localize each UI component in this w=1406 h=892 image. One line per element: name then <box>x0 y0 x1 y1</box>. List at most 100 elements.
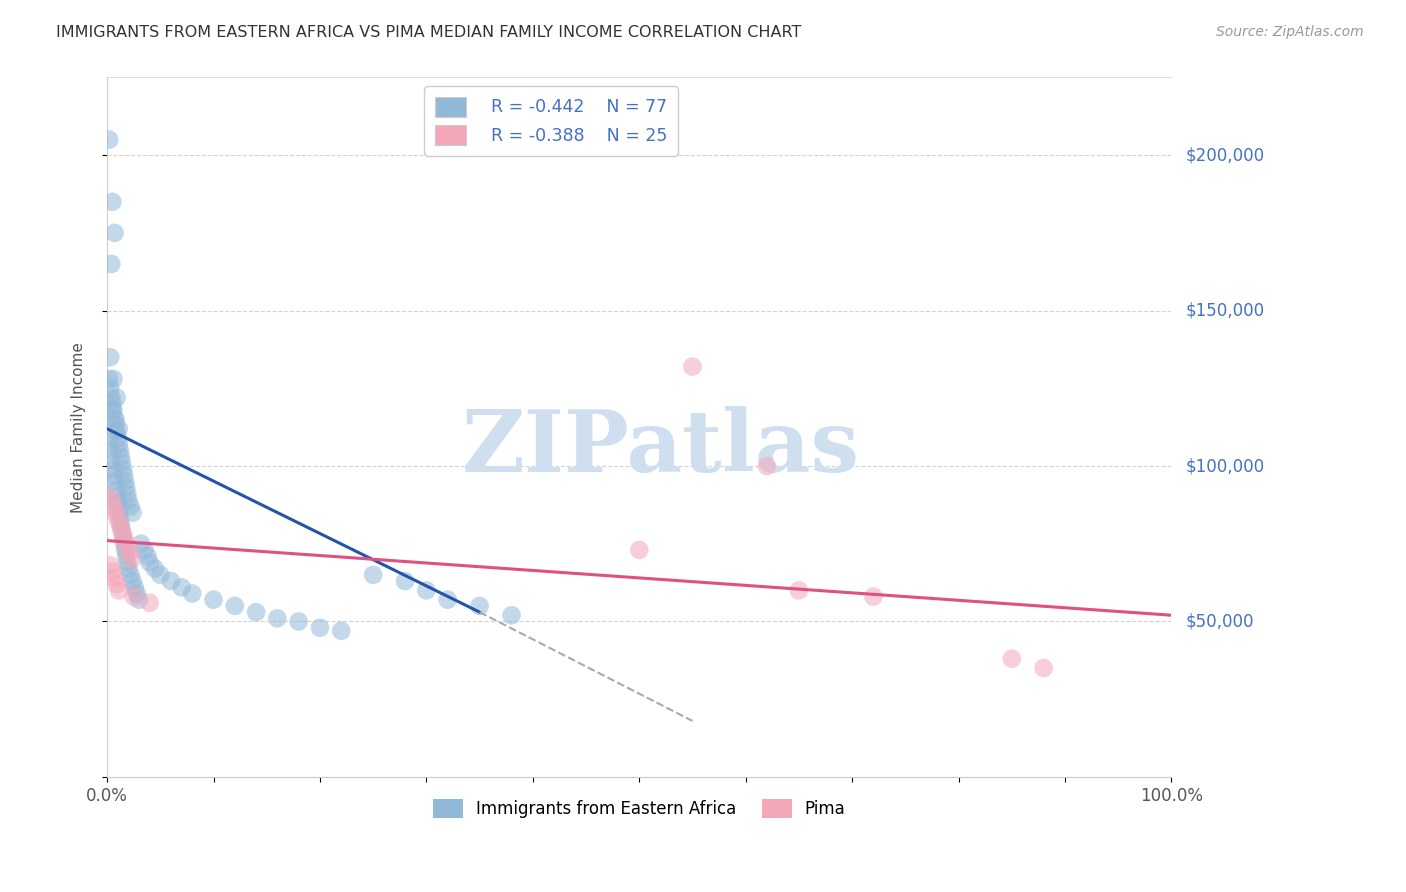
Point <box>415 583 437 598</box>
Point <box>138 555 160 569</box>
Point <box>107 583 129 598</box>
Point <box>468 599 491 613</box>
Point <box>101 397 124 411</box>
Point <box>107 515 129 529</box>
Point <box>98 372 121 386</box>
Text: $150,000: $150,000 <box>1185 301 1264 319</box>
Point <box>103 475 125 489</box>
Point <box>309 621 332 635</box>
Point <box>98 434 121 449</box>
Point <box>100 391 122 405</box>
Point <box>110 518 132 533</box>
Point <box>120 567 142 582</box>
Point <box>436 592 458 607</box>
Point <box>114 533 136 548</box>
Point <box>112 527 135 541</box>
Point <box>112 531 135 545</box>
Point <box>245 605 267 619</box>
Point <box>143 561 166 575</box>
Point <box>628 543 651 558</box>
Point <box>160 574 183 588</box>
Point <box>117 487 139 501</box>
Point <box>105 508 128 523</box>
Point <box>121 506 143 520</box>
Point <box>105 577 128 591</box>
Point <box>117 555 139 569</box>
Point <box>98 350 121 364</box>
Point <box>125 586 148 600</box>
Y-axis label: Median Family Income: Median Family Income <box>72 342 86 513</box>
Point <box>122 590 145 604</box>
Point <box>100 452 122 467</box>
Point <box>105 425 128 439</box>
Point <box>128 592 150 607</box>
Point <box>104 483 127 498</box>
Point <box>114 475 136 489</box>
Point <box>101 194 124 209</box>
Point <box>103 372 125 386</box>
Point <box>100 257 122 271</box>
Point <box>103 468 125 483</box>
Point <box>105 391 128 405</box>
Point <box>118 546 141 560</box>
Point <box>98 490 121 504</box>
Point <box>394 574 416 588</box>
Point <box>98 443 121 458</box>
Point <box>121 552 143 566</box>
Point <box>105 490 128 504</box>
Legend: Immigrants from Eastern Africa, Pima: Immigrants from Eastern Africa, Pima <box>426 792 852 824</box>
Point <box>224 599 246 613</box>
Point <box>115 549 138 563</box>
Point <box>110 450 132 464</box>
Point <box>361 567 384 582</box>
Point <box>103 571 125 585</box>
Point <box>107 437 129 451</box>
Point <box>170 580 193 594</box>
Point <box>202 592 225 607</box>
Point <box>682 359 704 374</box>
Point <box>104 412 127 426</box>
Point <box>107 431 129 445</box>
Point <box>862 590 884 604</box>
Point <box>107 496 129 510</box>
Text: ZIPatlas: ZIPatlas <box>461 406 859 490</box>
Point <box>120 500 142 514</box>
Point <box>181 586 204 600</box>
Point <box>103 403 125 417</box>
Point <box>98 133 121 147</box>
Point <box>103 226 125 240</box>
Point <box>121 574 143 588</box>
Point <box>103 502 125 516</box>
Point <box>111 456 134 470</box>
Point <box>101 496 124 510</box>
Point <box>107 422 129 436</box>
Point <box>108 512 131 526</box>
Point <box>112 468 135 483</box>
Text: $100,000: $100,000 <box>1185 457 1264 475</box>
Point <box>756 458 779 473</box>
Point <box>114 543 136 558</box>
Point <box>501 608 523 623</box>
Point <box>330 624 353 638</box>
Point <box>107 506 129 520</box>
Point <box>103 412 125 426</box>
Point <box>134 543 156 558</box>
Point <box>115 481 138 495</box>
Point <box>111 524 134 539</box>
Point <box>787 583 810 598</box>
Point <box>149 567 172 582</box>
Point <box>129 537 152 551</box>
Point <box>101 565 124 579</box>
Point <box>117 540 139 554</box>
Point <box>287 615 309 629</box>
Point <box>101 462 124 476</box>
Point <box>98 558 121 573</box>
Point <box>124 580 146 594</box>
Point <box>136 549 159 563</box>
Point <box>104 418 127 433</box>
Text: Source: ZipAtlas.com: Source: ZipAtlas.com <box>1216 25 1364 39</box>
Point <box>1001 651 1024 665</box>
Point <box>98 381 121 395</box>
Text: $50,000: $50,000 <box>1185 613 1254 631</box>
Text: IMMIGRANTS FROM EASTERN AFRICA VS PIMA MEDIAN FAMILY INCOME CORRELATION CHART: IMMIGRANTS FROM EASTERN AFRICA VS PIMA M… <box>56 25 801 40</box>
